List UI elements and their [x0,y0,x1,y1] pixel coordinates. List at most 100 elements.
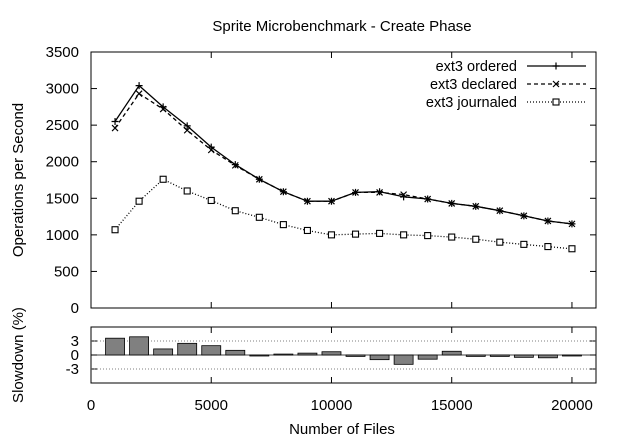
slowdown-bar [369,354,390,361]
main-axis-ticks: 0 500 1000 1500 2000 2500 3000 3500 [46,44,596,317]
x-tick-label: 20000 [551,397,593,414]
slowdown-y-tick-label: 0 [71,347,79,364]
marker-ext3-declared [328,197,335,205]
marker-ext3-declared [183,126,191,134]
marker-ext3-journaled [472,235,480,243]
marker-ext3-declared [568,220,576,228]
slowdown-bar [201,345,222,356]
main-y-axis-label: Operations per Second [10,103,27,257]
marker-ext3-declared [231,161,239,169]
x-tick-label: 0 [87,397,95,414]
legend-entry-ext3-ordered: ext3 ordered [436,59,586,75]
main-y-tick-label: 1500 [46,190,79,207]
legend-marker-ext3-journaled [552,98,560,106]
x-axis-ticks: 0 5000 10000 15000 20000 [87,52,593,414]
marker-ext3-journaled [544,243,552,251]
marker-ext3-journaled [207,196,215,205]
marker-ext3-declared [496,207,504,215]
legend-label-ext3-ordered: ext3 ordered [436,59,517,75]
marker-ext3-journaled [135,197,143,205]
slowdown-y-tick-label: 3 [71,333,79,350]
slowdown-bar [177,342,198,356]
x-tick-label: 5000 [195,397,228,414]
legend-entry-ext3-declared: ext3 declared [430,77,586,93]
legend-label-ext3-declared: ext3 declared [430,77,517,93]
slowdown-bar [513,354,534,358]
main-y-tick-label: 0 [71,300,79,317]
slowdown-bar [562,354,582,357]
marker-ext3-journaled [303,226,311,235]
slowdown-bar [129,336,149,356]
slowdown-reference-lines [91,340,596,370]
legend-entry-ext3-journaled: ext3 journaled [426,95,586,111]
series-markers [111,82,576,253]
slowdown-y-axis-label: Slowdown (%) [10,307,27,403]
marker-ext3-declared [472,202,480,210]
slowdown-bar [489,354,510,357]
marker-ext3-journaled [351,230,360,238]
marker-ext3-declared [135,90,143,98]
slowdown-bar [465,354,486,357]
legend-marker-ext3-declared [552,80,560,88]
slowdown-bar [417,354,438,360]
slowdown-bar [441,350,462,356]
main-y-tick-label: 2000 [46,154,79,171]
legend-label-ext3-journaled: ext3 journaled [426,95,517,111]
marker-ext3-journaled [400,231,408,239]
marker-ext3-declared [159,105,167,113]
marker-ext3-journaled [255,213,263,221]
marker-ext3-declared [304,197,311,205]
marker-ext3-journaled [327,231,336,239]
marker-ext3-ordered [135,82,143,90]
marker-ext3-declared [279,188,287,196]
slowdown-y-tick-label: -3 [66,361,79,378]
legend: ext3 ordered ext3 declared ext3 journale… [426,59,586,111]
x-tick-label: 10000 [311,397,353,414]
marker-ext3-journaled [111,226,119,234]
marker-ext3-journaled [279,221,287,229]
slowdown-bar [297,352,318,356]
marker-ext3-declared [424,195,432,203]
marker-ext3-journaled [520,240,528,248]
slowdown-bar [225,349,246,356]
marker-ext3-journaled [496,238,504,246]
marker-ext3-journaled [448,233,456,241]
marker-ext3-journaled [159,175,167,183]
slowdown-bar [105,337,125,356]
marker-ext3-declared [255,175,263,183]
x-tick-label: 15000 [431,397,473,414]
slowdown-bar [321,351,342,356]
chart-title: Sprite Microbenchmark - Create Phase [212,18,471,35]
slowdown-bar [249,354,270,357]
main-y-tick-label: 1000 [46,227,79,244]
slowdown-bar [538,354,558,359]
legend-marker-ext3-ordered [552,62,560,70]
slowdown-bar [273,353,294,356]
marker-ext3-ordered [183,122,191,130]
main-y-tick-label: 3500 [46,44,79,61]
marker-ext3-journaled [376,229,384,237]
marker-ext3-declared [400,191,408,199]
main-y-tick-label: 2500 [46,117,79,134]
marker-ext3-declared [111,124,119,132]
slowdown-bar [345,354,366,357]
slowdown-bars [105,336,582,365]
main-plot-frame [90,51,597,309]
marker-ext3-declared [448,199,456,207]
main-y-tick-label: 500 [54,263,79,280]
main-y-tick-label: 3000 [46,81,79,98]
marker-ext3-journaled [231,207,239,215]
series-line-ext3-declared [114,93,573,225]
marker-ext3-journaled [568,245,576,253]
marker-ext3-ordered [111,117,119,125]
marker-ext3-declared [376,189,383,196]
marker-ext3-declared [207,146,215,154]
x-axis-label: Number of Files [289,421,395,438]
marker-ext3-journaled [183,187,191,195]
marker-ext3-declared [520,212,528,220]
marker-ext3-declared [544,217,552,225]
slowdown-bar [393,354,414,365]
marker-ext3-declared [352,189,359,196]
